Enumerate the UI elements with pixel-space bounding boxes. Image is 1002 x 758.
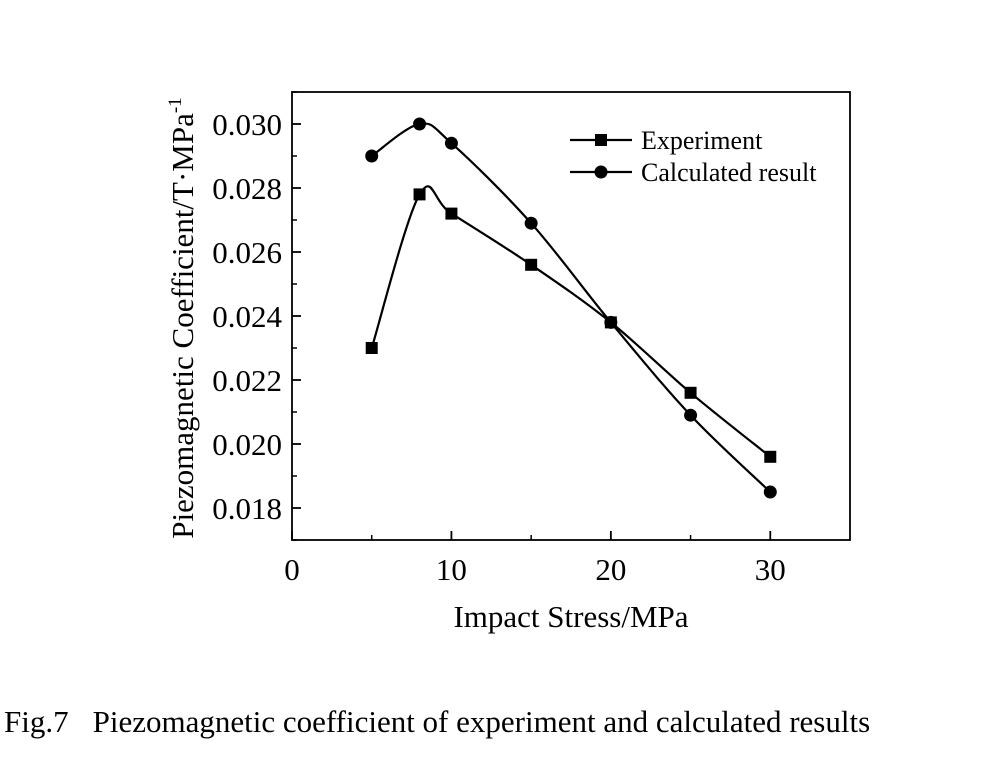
data-point-circle <box>413 117 427 131</box>
series-line-experiment <box>370 185 771 458</box>
figure-number: Fig.7 <box>4 704 69 739</box>
y-tick-label: 0.024 <box>212 299 282 334</box>
x-axis-label: Impact Stress/MPa <box>453 599 688 634</box>
legend: Experiment Calculated result <box>570 126 817 187</box>
legend-marker-square <box>595 134 607 146</box>
y-axis-label: Piezomagnetic Coefficient/T·MPa-1 <box>165 97 200 538</box>
figure-caption: Fig.7 Piezomagnetic coefficient of experi… <box>0 704 1002 740</box>
legend-marker-circle <box>594 165 608 179</box>
y-tick-label: 0.026 <box>212 235 282 270</box>
data-point-circle <box>763 485 777 499</box>
data-point-circle <box>365 149 379 163</box>
figure-caption-text: Piezomagnetic coefficient of experiment … <box>92 704 871 739</box>
y-axis-label-main: Piezomagnetic Coefficient/T·MPa <box>165 113 200 539</box>
data-point-square <box>764 450 777 463</box>
x-tick-label: 20 <box>595 552 626 587</box>
data-point-circle <box>444 136 458 150</box>
legend-label: Calculated result <box>641 158 817 187</box>
x-tick-label: 0 <box>284 552 300 587</box>
data-point-circle <box>524 216 538 230</box>
y-axis-label-superscript: -1 <box>165 97 186 113</box>
data-point-circle <box>684 408 698 422</box>
x-tick-label: 30 <box>755 552 786 587</box>
y-tick-label: 0.020 <box>212 427 282 462</box>
x-tick-label: 10 <box>436 552 467 587</box>
data-point-square <box>365 342 378 354</box>
legend-label: Experiment <box>641 126 763 155</box>
y-tick-label: 0.030 <box>212 107 282 142</box>
series-layer <box>365 117 777 499</box>
data-point-square <box>413 188 426 201</box>
data-point-square <box>445 207 458 220</box>
data-point-square <box>684 386 697 399</box>
y-tick-label: 0.018 <box>212 491 282 526</box>
y-tick-label: 0.028 <box>212 171 282 206</box>
axes-layer: 0 10 20 30 0.018 0.020 0.022 0.024 0.026 0.028 0.0… <box>212 91 786 587</box>
data-point-circle <box>604 315 618 329</box>
y-tick-label: 0.022 <box>212 363 282 398</box>
data-point-square <box>525 258 538 271</box>
